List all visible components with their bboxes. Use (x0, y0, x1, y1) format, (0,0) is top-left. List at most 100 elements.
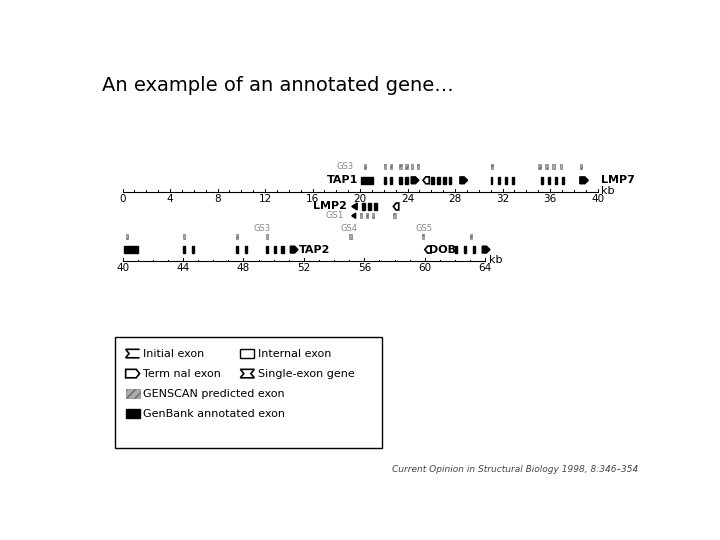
Text: 56: 56 (358, 264, 371, 273)
Bar (125, 234, 128, 239)
Text: 32: 32 (496, 194, 509, 204)
Bar (437, 177, 440, 184)
Bar (411, 164, 413, 169)
Text: 52: 52 (297, 264, 310, 273)
Bar (183, 234, 185, 239)
Text: TAP1: TAP1 (326, 176, 358, 185)
Bar (384, 164, 386, 169)
Text: 48: 48 (237, 264, 250, 273)
Bar (126, 389, 140, 398)
Text: GS3: GS3 (336, 162, 353, 171)
Text: Current Opinion in Structural Biology 1998, 8:346–354: Current Opinion in Structural Biology 19… (392, 465, 639, 475)
Text: 20: 20 (354, 194, 366, 204)
Bar (192, 246, 194, 253)
Bar (245, 246, 247, 253)
Bar (374, 203, 377, 210)
Text: GENSCAN predicted exon: GENSCAN predicted exon (143, 389, 285, 399)
Bar (417, 164, 420, 169)
Text: Term nal exon: Term nal exon (143, 369, 221, 379)
Bar (236, 246, 238, 253)
Bar (552, 164, 555, 169)
Text: GenBank annotated exon: GenBank annotated exon (143, 409, 285, 419)
Text: LMP7: LMP7 (601, 176, 635, 185)
Bar (422, 234, 424, 239)
Bar (364, 164, 366, 169)
Bar (369, 203, 371, 210)
Text: 44: 44 (176, 264, 189, 273)
Polygon shape (290, 246, 298, 253)
Polygon shape (460, 177, 467, 184)
Text: Internal exon: Internal exon (258, 348, 331, 359)
Text: GS4: GS4 (341, 225, 358, 233)
Bar (505, 177, 508, 184)
Bar (240, 349, 254, 358)
Bar (455, 246, 457, 253)
Bar (266, 234, 269, 239)
Bar (541, 177, 543, 184)
Bar (405, 164, 408, 169)
Bar (282, 246, 284, 253)
Bar (405, 177, 408, 184)
Text: GS1: GS1 (325, 211, 344, 220)
Bar (545, 164, 548, 169)
Bar (562, 177, 564, 184)
Text: LMP2: LMP2 (312, 201, 346, 212)
Text: 16: 16 (306, 194, 319, 204)
Bar (274, 246, 276, 253)
Text: 60: 60 (418, 264, 431, 273)
Bar (449, 177, 451, 184)
Bar (124, 246, 138, 253)
Text: 4: 4 (167, 194, 174, 204)
Bar (266, 246, 269, 253)
Text: GS3: GS3 (253, 225, 271, 233)
Text: 0: 0 (120, 194, 126, 204)
Text: 24: 24 (401, 194, 414, 204)
Polygon shape (580, 177, 588, 184)
Bar (498, 177, 500, 184)
Text: kb: kb (489, 255, 503, 265)
Bar (126, 409, 140, 418)
Bar (555, 177, 557, 184)
Bar (491, 177, 492, 184)
Bar (384, 177, 386, 184)
Text: kb: kb (601, 186, 615, 196)
Text: TAP2: TAP2 (299, 245, 330, 254)
Text: 8: 8 (215, 194, 221, 204)
Polygon shape (482, 246, 490, 253)
Bar (349, 234, 351, 239)
Text: 64: 64 (479, 264, 492, 273)
Bar (372, 213, 374, 218)
Bar (183, 246, 185, 253)
Text: DOB: DOB (429, 245, 456, 254)
Text: Single-exon gene: Single-exon gene (258, 369, 355, 379)
Bar (390, 177, 392, 184)
Bar (431, 177, 433, 184)
Text: Initial exon: Initial exon (143, 348, 204, 359)
Bar (390, 164, 392, 169)
Bar (400, 164, 402, 169)
Bar (464, 246, 467, 253)
Bar (559, 164, 562, 169)
Text: GS5: GS5 (415, 225, 433, 233)
Text: 40: 40 (591, 194, 604, 204)
Bar (539, 164, 541, 169)
Bar (114, 336, 382, 448)
Bar (236, 234, 238, 239)
Polygon shape (352, 203, 357, 210)
Text: 12: 12 (258, 194, 271, 204)
Bar (362, 203, 365, 210)
Bar (491, 164, 493, 169)
Bar (361, 177, 373, 184)
Bar (548, 177, 550, 184)
Text: 28: 28 (449, 194, 462, 204)
Bar (580, 164, 582, 169)
Text: 36: 36 (544, 194, 557, 204)
Bar (366, 213, 369, 218)
Text: 40: 40 (116, 264, 129, 273)
Bar (393, 213, 396, 218)
Bar (473, 246, 475, 253)
Text: An example of an annotated gene…: An example of an annotated gene… (102, 76, 454, 96)
Bar (470, 234, 472, 239)
Polygon shape (352, 213, 356, 218)
Bar (512, 177, 514, 184)
